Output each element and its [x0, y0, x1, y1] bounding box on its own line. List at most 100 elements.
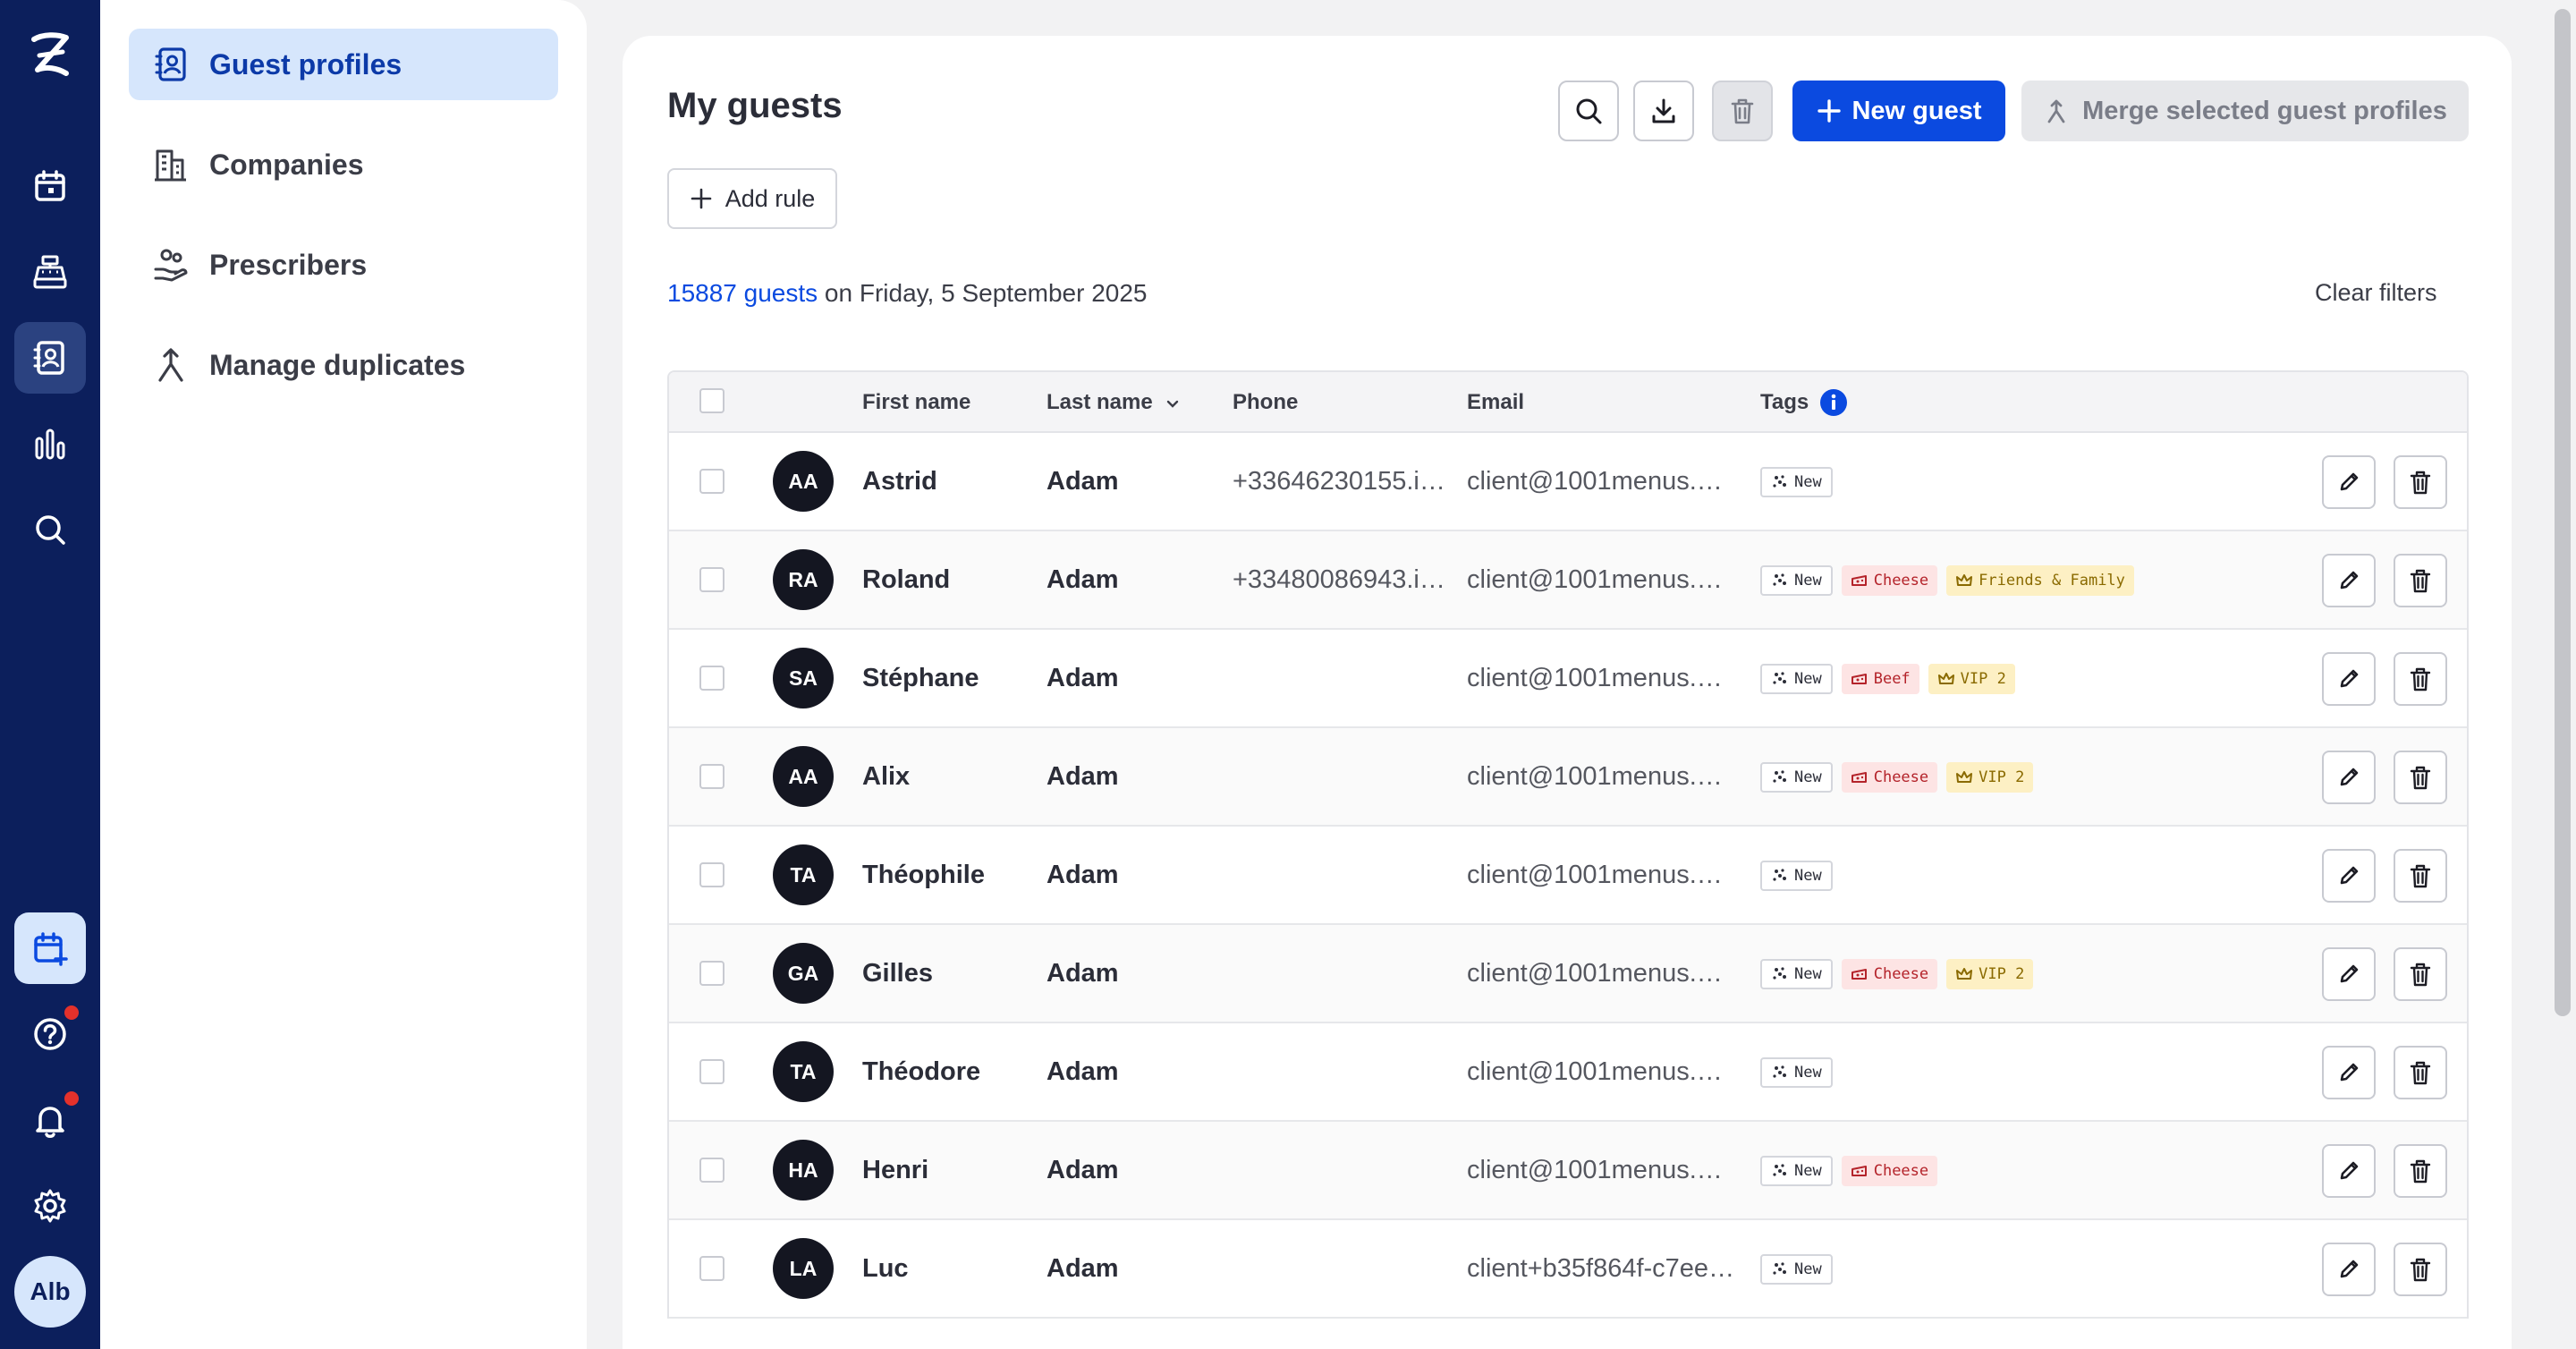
tag-red: Beef: [1841, 664, 1919, 694]
trash-icon: [1731, 98, 1754, 124]
scrollbar-thumb[interactable]: [2555, 9, 2571, 1016]
edit-guest-button[interactable]: [2322, 1144, 2376, 1198]
table-row[interactable]: TA Théodore Adam client@1001menus.com.inval…: [669, 1023, 2467, 1122]
trash-icon: [2410, 766, 2431, 790]
pencil-icon: [2340, 669, 2359, 688]
rail-notifications[interactable]: [14, 1084, 86, 1156]
page-scrollbar[interactable]: [2549, 0, 2576, 1349]
table-row[interactable]: HA Henri Adam client@1001menus.com.invalid N…: [669, 1122, 2467, 1220]
table-row[interactable]: AA Astrid Adam +33646230155.invalid client@1…: [669, 433, 2467, 531]
header-last-name[interactable]: Last name: [1046, 390, 1180, 415]
merge-arrow-icon: [158, 348, 183, 382]
new-guest-button[interactable]: New guest: [1792, 81, 2005, 141]
rail-guest-book[interactable]: [14, 322, 86, 394]
tag-yellow: Friends & Family: [1946, 565, 2134, 596]
delete-guest-button[interactable]: [2394, 1243, 2447, 1296]
row-checkbox[interactable]: [699, 961, 724, 986]
tag-new: New: [1760, 861, 1833, 891]
rail-add-booking[interactable]: [14, 912, 86, 984]
edit-guest-button[interactable]: [2322, 652, 2376, 706]
edit-guest-button[interactable]: [2322, 1046, 2376, 1099]
delete-selected-button[interactable]: [1712, 81, 1773, 141]
crown-icon: [1956, 574, 1973, 586]
header-first-name[interactable]: First name: [862, 390, 971, 414]
guest-count-date: on Friday, 5 September 2025: [818, 279, 1148, 307]
delete-guest-button[interactable]: [2394, 652, 2447, 706]
rail-settings[interactable]: [14, 1170, 86, 1242]
edit-guest-button[interactable]: [2322, 1243, 2376, 1296]
phone-cell: +33480086943.invalid: [1233, 565, 1447, 594]
subnav-companies[interactable]: Companies: [129, 129, 558, 200]
table-row[interactable]: TA Théophile Adam client@1001menus.com.inva…: [669, 827, 2467, 925]
user-avatar[interactable]: Alb: [14, 1256, 86, 1328]
search-button[interactable]: [1558, 81, 1619, 141]
guest-avatar: GA: [773, 943, 834, 1004]
table-row[interactable]: AA Alix Adam client@1001menus.com.invalid Ne…: [669, 728, 2467, 827]
food-tag-icon: [1851, 772, 1867, 783]
sparkle-icon: [1773, 770, 1786, 783]
row-checkbox[interactable]: [699, 469, 724, 494]
delete-guest-button[interactable]: [2394, 554, 2447, 607]
tag-red: Cheese: [1841, 762, 1938, 793]
tag-label: Cheese: [1873, 1162, 1929, 1180]
table-row[interactable]: GA Gilles Adam client@1001menus.com.invalid…: [669, 925, 2467, 1023]
subnav-manage-duplicates[interactable]: Manage duplicates: [129, 329, 558, 401]
tag-label: VIP 2: [1979, 965, 2025, 983]
delete-guest-button[interactable]: [2394, 947, 2447, 1001]
info-icon[interactable]: [1819, 388, 1848, 417]
logo-icon[interactable]: [27, 30, 73, 81]
phone-cell: +33646230155.invalid: [1233, 467, 1447, 496]
edit-guest-button[interactable]: [2322, 751, 2376, 804]
tag-label: New: [1794, 1162, 1822, 1180]
clear-filters-button[interactable]: Clear filters: [2315, 279, 2437, 306]
add-rule-button[interactable]: Add rule: [667, 168, 837, 229]
food-tag-icon: [1851, 969, 1867, 980]
row-checkbox[interactable]: [699, 764, 724, 789]
table-row[interactable]: SA Stéphane Adam client@1001menus.com.inval…: [669, 630, 2467, 728]
delete-guest-button[interactable]: [2394, 849, 2447, 903]
tag-label: New: [1794, 473, 1822, 491]
edit-guest-button[interactable]: [2322, 947, 2376, 1001]
rail-cash-register[interactable]: [14, 236, 86, 308]
row-checkbox[interactable]: [699, 666, 724, 691]
tag-yellow: VIP 2: [1946, 762, 2034, 793]
subnav-guest-profiles[interactable]: Guest profiles: [129, 29, 558, 100]
rail-stats[interactable]: [14, 408, 86, 479]
guest-avatar: SA: [773, 648, 834, 708]
download-button[interactable]: [1633, 81, 1694, 141]
row-checkbox[interactable]: [699, 1158, 724, 1183]
guest-avatar: AA: [773, 746, 834, 807]
delete-guest-button[interactable]: [2394, 1144, 2447, 1198]
row-checkbox[interactable]: [699, 862, 724, 887]
row-checkbox[interactable]: [699, 567, 724, 592]
email-cell: client@1001menus.com.invalid: [1467, 565, 1735, 594]
edit-guest-button[interactable]: [2322, 849, 2376, 903]
rail-search[interactable]: [14, 494, 86, 565]
delete-guest-button[interactable]: [2394, 455, 2447, 509]
subnav-label: Guest profiles: [209, 47, 402, 81]
edit-guest-button[interactable]: [2322, 554, 2376, 607]
subnav-prescribers[interactable]: Prescribers: [129, 229, 558, 301]
edit-guest-button[interactable]: [2322, 455, 2376, 509]
pencil-icon: [2340, 768, 2359, 786]
select-all-checkbox[interactable]: [699, 388, 724, 413]
tag-label: VIP 2: [1960, 670, 2006, 688]
food-tag-icon: [1851, 575, 1867, 586]
delete-guest-button[interactable]: [2394, 751, 2447, 804]
guest-count-link[interactable]: 15887 guests: [667, 279, 818, 307]
delete-guest-button[interactable]: [2394, 1046, 2447, 1099]
last-name-cell: Adam: [1046, 565, 1119, 594]
subnav-label: Prescribers: [209, 248, 368, 281]
table-row[interactable]: RA Roland Adam +33480086943.invalid client@1…: [669, 531, 2467, 630]
rail-calendar[interactable]: [14, 150, 86, 222]
row-checkbox[interactable]: [699, 1256, 724, 1281]
tags-cell: New Cheese VIP 2: [1760, 762, 2034, 793]
food-tag-icon: [1851, 1166, 1867, 1176]
table-row[interactable]: LA Luc Adam client+b35f864f-c7ee.invalid New: [669, 1220, 2467, 1319]
rail-help[interactable]: [14, 998, 86, 1070]
table-body: AA Astrid Adam +33646230155.invalid client@1…: [669, 433, 2467, 1319]
trash-icon: [2410, 471, 2431, 495]
search-icon: [1576, 98, 1602, 124]
row-checkbox[interactable]: [699, 1059, 724, 1084]
merge-profiles-button[interactable]: Merge selected guest profiles: [2021, 81, 2469, 141]
